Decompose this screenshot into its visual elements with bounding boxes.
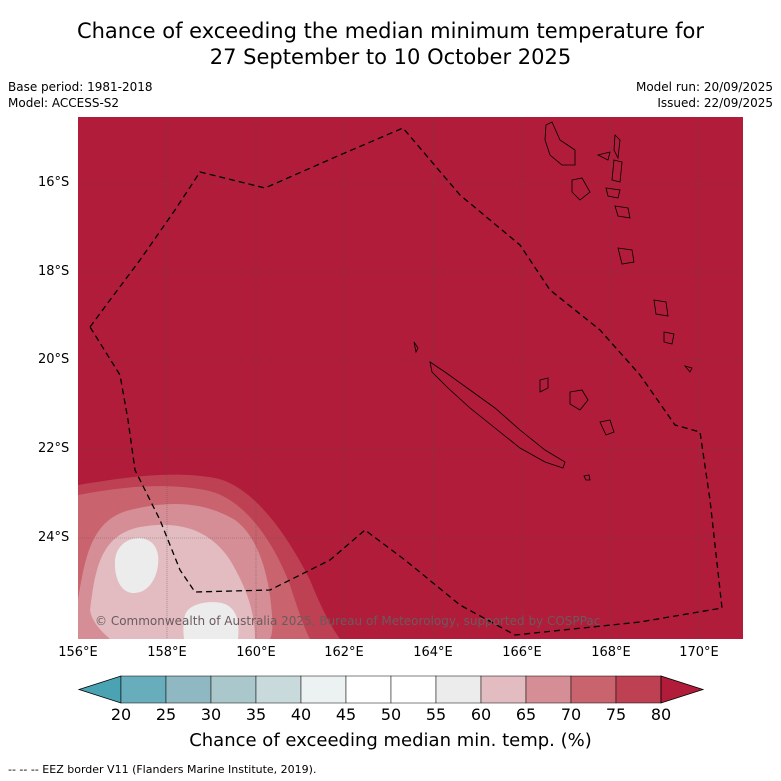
colorbar-bin xyxy=(570,675,617,704)
eez-border xyxy=(89,127,723,636)
efate xyxy=(614,205,631,219)
belep-islands xyxy=(413,341,419,354)
lon-label-170e: 170°E xyxy=(679,645,719,660)
colorbar-tick-label: 75 xyxy=(605,705,627,724)
base-period: Base period: 1981-2018 xyxy=(8,80,153,94)
contour-55-b xyxy=(183,602,239,639)
maewo xyxy=(613,134,621,160)
pentecost xyxy=(611,159,623,183)
lon-label-156e: 156°E xyxy=(58,645,98,660)
colorbar-high-extend xyxy=(660,675,705,704)
colorbar-tick-label: 35 xyxy=(245,705,267,724)
colorbar-low-extend xyxy=(77,675,122,704)
colorbar-tick-label: 20 xyxy=(110,705,132,724)
epi xyxy=(605,187,621,199)
colorbar-bin xyxy=(525,675,572,704)
colorbar-bin xyxy=(165,675,212,704)
colorbar xyxy=(77,675,705,704)
colorbar-tick-label: 25 xyxy=(155,705,177,724)
lifou-island xyxy=(539,377,549,393)
eez-footnote: -- -- -- EEZ border V11 (Flanders Marine… xyxy=(8,763,317,776)
colorbar-tick-label: 70 xyxy=(560,705,582,724)
colorbar-tick-label: 45 xyxy=(335,705,357,724)
title-line-2: 27 September to 10 October 2025 xyxy=(209,45,572,69)
colorbar-bin xyxy=(210,675,257,704)
map-area xyxy=(78,117,743,639)
colorbar-bin xyxy=(435,675,482,704)
colorbar-bin xyxy=(300,675,347,704)
lon-label-166e: 166°E xyxy=(502,645,542,660)
lat-label-16s: 16°S xyxy=(38,175,70,190)
lat-label-24s: 24°S xyxy=(38,530,70,545)
tiga-island xyxy=(599,419,615,436)
issued-date: Issued: 22/09/2025 xyxy=(657,96,773,110)
model-run: Model run: 20/09/2025 xyxy=(635,80,773,94)
lat-label-18s: 18°S xyxy=(38,264,70,279)
title-line-1: Chance of exceeding the median minimum t… xyxy=(76,19,705,43)
lon-label-160e: 160°E xyxy=(236,645,276,660)
lon-label-168e: 168°E xyxy=(591,645,631,660)
graticule xyxy=(78,117,743,639)
colorbar-bin xyxy=(120,675,167,704)
aneityum xyxy=(653,299,669,317)
coastlines xyxy=(413,121,693,481)
colorbar-tick-label: 55 xyxy=(425,705,447,724)
meta-right: Model run: 20/09/2025 Issued: 22/09/2025 xyxy=(636,79,773,111)
colorbar-bin xyxy=(345,675,392,704)
contour-55-a xyxy=(114,538,159,594)
lon-label-164e: 164°E xyxy=(413,645,453,660)
lat-label-20s: 20°S xyxy=(38,352,70,367)
lon-label-162e: 162°E xyxy=(324,645,364,660)
colorbar-tick-label: 50 xyxy=(380,705,402,724)
colorbar-tick-label: 80 xyxy=(650,705,672,724)
ambae xyxy=(596,151,611,161)
chart-title: Chance of exceeding the median minimum t… xyxy=(0,18,781,70)
colorbar-bin xyxy=(615,675,662,704)
copyright-notice: © Commonwealth of Australia 2025, Bureau… xyxy=(95,614,601,628)
matthew-island xyxy=(683,365,693,373)
lat-label-22s: 22°S xyxy=(38,441,70,456)
colorbar-tick-label: 30 xyxy=(200,705,222,724)
colorbar-tick-label: 65 xyxy=(515,705,537,724)
malakula xyxy=(571,177,591,201)
colorbar-tick-label: 60 xyxy=(470,705,492,724)
new-caledonia-main xyxy=(429,361,566,469)
colorbar-bin xyxy=(480,675,527,704)
mare-island xyxy=(569,389,589,411)
meta-left: Base period: 1981-2018 Model: ACCESS-S2 xyxy=(8,79,153,111)
colorbar-bin xyxy=(255,675,302,704)
isle-of-pines xyxy=(583,474,591,481)
model-name: Model: ACCESS-S2 xyxy=(8,96,120,110)
colorbar-bin xyxy=(390,675,437,704)
colorbar-label: Chance of exceeding median min. temp. (%… xyxy=(189,730,592,751)
colorbar-tick-label: 40 xyxy=(290,705,312,724)
erromango xyxy=(617,247,635,265)
espiritu-santo xyxy=(544,121,576,166)
lon-label-158e: 158°E xyxy=(147,645,187,660)
tanna xyxy=(663,331,675,345)
